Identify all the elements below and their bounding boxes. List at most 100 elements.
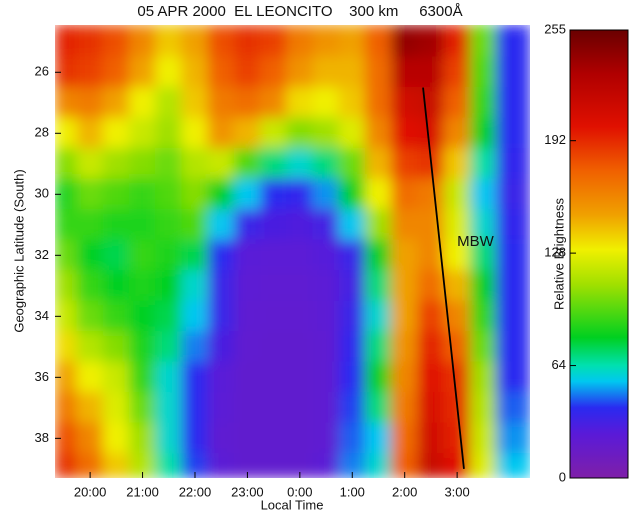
heatmap-cell [260,361,288,394]
heatmap-cell [102,178,130,211]
heatmap-cell [155,239,183,272]
heatmap-cell [233,239,262,272]
heatmap-cell [55,422,78,455]
heatmap-cell [469,178,497,211]
heatmap-cell [128,209,157,241]
heatmap-cell [338,209,366,241]
heatmap-cell [495,56,530,89]
heatmap-cell [495,239,530,272]
x-tick-label: 2:00 [392,484,417,499]
heatmap-cell [128,87,157,119]
heatmap-cell [181,331,209,363]
heatmap-cell [102,392,130,424]
y-tick-label: 36 [35,369,49,384]
heatmap-cell [338,300,366,333]
heatmap-cell [286,209,314,241]
heatmap-cell [469,331,497,363]
heatmap-cell [102,117,130,150]
heatmap-cell [391,178,419,211]
heatmap-cell [417,117,445,150]
heatmap-cell [233,422,262,455]
x-tick-label: 23:00 [231,484,264,499]
heatmap-cell [364,300,393,333]
heatmap-cell [102,56,130,89]
colorbar-tick-label: 128 [544,245,566,260]
heatmap-cell [338,239,366,272]
heatmap-cell [469,239,497,272]
heatmap-cell [207,239,235,272]
heatmap-cell [469,148,497,180]
heatmap-cell [128,178,157,211]
heatmap-cell [286,117,314,150]
heatmap-cell [417,331,445,363]
heatmap-cell [55,87,78,119]
heatmap-cell [55,392,78,424]
heatmap-cell [338,422,366,455]
heatmap-cell [286,331,314,363]
heatmap-cell [233,178,262,211]
heatmap-cell [207,117,235,150]
heatmap-cell [443,422,471,455]
heatmap-cell [181,25,209,58]
y-tick-label: 30 [35,186,49,201]
heatmap-cell [443,117,471,150]
heatmap-cell [286,87,314,119]
heatmap-cell [391,331,419,363]
heatmap-cell [312,178,340,211]
heatmap-cell [233,361,262,394]
heatmap-cell [181,392,209,424]
heatmap-cell [207,87,235,119]
heatmap-cell [417,361,445,394]
heatmap-cell [181,270,209,302]
heatmap-cell [312,270,340,302]
heatmap-cell [469,117,497,150]
heatmap-cell [469,209,497,241]
heatmap-cell [364,239,393,272]
heatmap-cell [207,25,235,58]
heatmap-cell [338,87,366,119]
chart-title: 05 APR 2000 EL LEONCITO 300 km 6300Å [137,3,462,20]
heatmap-cell [364,453,393,478]
heatmap-cell [469,270,497,302]
heatmap-cell [364,56,393,89]
x-tick-label: 22:00 [179,484,212,499]
heatmap-cell [155,453,183,478]
heatmap-cell [364,392,393,424]
heatmap-cell [391,361,419,394]
heatmap-cell [391,239,419,272]
heatmap-cell [128,270,157,302]
heatmap-cell [495,453,530,478]
colorbar-label: Relative Brightness [551,198,566,310]
heatmap-cell [495,422,530,455]
heatmap-cell [181,87,209,119]
heatmap-cell [443,331,471,363]
heatmap-cell [233,25,262,58]
heatmap-cell [102,361,130,394]
heatmap-cell [207,361,235,394]
heatmap-cell [233,56,262,89]
heatmap-cell [128,117,157,150]
heatmap-cell [233,300,262,333]
heatmap-cell [312,422,340,455]
heatmap-cell [207,56,235,89]
heatmap-cell [181,300,209,333]
heatmap-cell [260,87,288,119]
heatmap-cell [364,209,393,241]
heatmap-cell [260,178,288,211]
heatmap-cell [312,56,340,89]
heatmap-cell [260,117,288,150]
heatmap-cell [338,392,366,424]
heatmap-cell [286,422,314,455]
heatmap-cell [102,300,130,333]
heatmap-cell [76,331,104,363]
heatmap-cell [312,117,340,150]
heatmap-cell [207,148,235,180]
heatmap-cell [338,178,366,211]
heatmap-cell [286,148,314,180]
heatmap-cell [128,239,157,272]
heatmap-cell [207,331,235,363]
heatmap-cell [102,422,130,455]
heatmap-cell [495,331,530,363]
heatmap-cell [102,148,130,180]
x-tick-label: 21:00 [126,484,159,499]
